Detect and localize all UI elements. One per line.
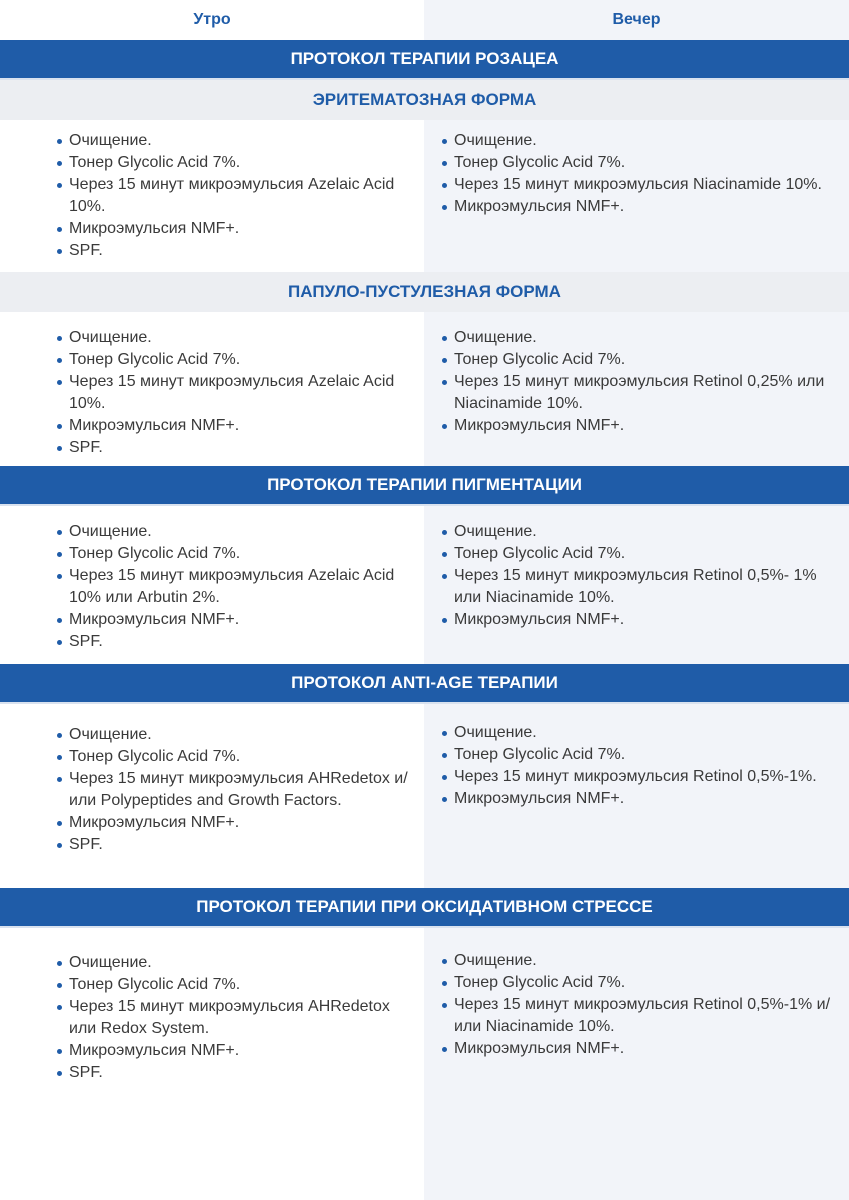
protocol-heading: ПРОТОКОЛ ТЕРАПИИ РОЗАЦЕА	[0, 40, 849, 80]
evening-column-header: Вечер	[612, 11, 661, 28]
step-item: Тонер Glycolic Acid 7%.	[57, 746, 409, 768]
evening-column-background	[424, 0, 849, 1200]
protocol-heading: ПРОТОКОЛ ТЕРАПИИ ПРИ ОКСИДАТИВНОМ СТРЕСС…	[0, 888, 849, 928]
step-item: Микроэмульсия NMF+.	[57, 609, 409, 631]
morning-steps-list: Очищение. Тонер Glycolic Acid 7%. Через 15…	[57, 130, 409, 262]
step-item: Очищение.	[57, 130, 409, 152]
step-item: Тонер Glycolic Acid 7%.	[57, 543, 409, 565]
evening-steps-list: Очищение. Тонер Glycolic Acid 7%. Через 15…	[442, 521, 834, 631]
step-item: Микроэмульсия NMF+.	[57, 415, 409, 437]
morning-steps-list: Очищение. Тонер Glycolic Acid 7%. Через 15…	[57, 724, 409, 856]
step-item: Через 15 минут микроэмульсия Retinol 0,5…	[442, 994, 834, 1038]
morning-steps-list: Очищение. Тонер Glycolic Acid 7%. Через 15…	[57, 327, 409, 459]
step-item: Тонер Glycolic Acid 7%.	[442, 744, 834, 766]
step-item: Тонер Glycolic Acid 7%.	[442, 349, 834, 371]
step-item: SPF.	[57, 631, 409, 653]
step-item: Микроэмульсия NMF+.	[442, 609, 834, 631]
evening-steps-list: Очищение. Тонер Glycolic Acid 7%. Через 15…	[442, 130, 834, 218]
step-item: Очищение.	[442, 950, 834, 972]
protocol-heading: ПРОТОКОЛ ANTI-AGE ТЕРАПИИ	[0, 664, 849, 704]
step-item: Очищение.	[57, 952, 409, 974]
step-item: Микроэмульсия NMF+.	[57, 1040, 409, 1062]
step-item: Очищение.	[57, 327, 409, 349]
step-item: Через 15 минут микроэмульсия Retinol 0,2…	[442, 371, 834, 415]
step-item: Очищение.	[442, 521, 834, 543]
step-item: Через 15 минут микроэмульсия Niacinamide…	[442, 174, 834, 196]
step-item: Тонер Glycolic Acid 7%.	[442, 972, 834, 994]
form-subheading: ЭРИТЕМАТОЗНАЯ ФОРМА	[0, 80, 849, 120]
step-item: Микроэмульсия NMF+.	[442, 196, 834, 218]
step-item: Через 15 минут микроэмульсия Azelaic Aci…	[57, 565, 409, 609]
step-item: Микроэмульсия NMF+.	[442, 1038, 834, 1060]
evening-steps-list: Очищение. Тонер Glycolic Acid 7%. Через 15…	[442, 327, 834, 437]
step-item: Очищение.	[57, 724, 409, 746]
morning-steps-list: Очищение. Тонер Glycolic Acid 7%. Через 15…	[57, 521, 409, 653]
step-item: Через 15 минут микроэмульсия AHRedetox и…	[57, 996, 409, 1040]
step-item: Тонер Glycolic Acid 7%.	[442, 543, 834, 565]
step-item: Тонер Glycolic Acid 7%.	[442, 152, 834, 174]
step-item: Через 15 минут микроэмульсия Retinol 0,5…	[442, 565, 834, 609]
step-item: Очищение.	[442, 327, 834, 349]
step-item: SPF.	[57, 834, 409, 856]
step-item: Микроэмульсия NMF+.	[442, 415, 834, 437]
step-item: Через 15 минут микроэмульсия Retinol 0,5…	[442, 766, 834, 788]
step-item: Очищение.	[57, 521, 409, 543]
morning-column-header: Утро	[193, 11, 231, 28]
step-item: Тонер Glycolic Acid 7%.	[57, 974, 409, 996]
step-item: Через 15 минут микроэмульсия Azelaic Aci…	[57, 371, 409, 415]
step-item: Через 15 минут микроэмульсия AHRedetox и…	[57, 768, 409, 812]
morning-steps-list: Очищение. Тонер Glycolic Acid 7%. Через 15…	[57, 952, 409, 1084]
step-item: Через 15 минут микроэмульсия Azelaic Aci…	[57, 174, 409, 218]
form-subheading: ПАПУЛО-ПУСТУЛЕЗНАЯ ФОРМА	[0, 272, 849, 312]
protocol-heading: ПРОТОКОЛ ТЕРАПИИ ПИГМЕНТАЦИИ	[0, 466, 849, 506]
step-item: Тонер Glycolic Acid 7%.	[57, 349, 409, 371]
step-item: Тонер Glycolic Acid 7%.	[57, 152, 409, 174]
step-item: SPF.	[57, 1062, 409, 1084]
evening-steps-list: Очищение. Тонер Glycolic Acid 7%. Через 15…	[442, 722, 834, 810]
step-item: Микроэмульсия NMF+.	[442, 788, 834, 810]
step-item: Микроэмульсия NMF+.	[57, 218, 409, 240]
evening-steps-list: Очищение. Тонер Glycolic Acid 7%. Через 15…	[442, 950, 834, 1060]
step-item: SPF.	[57, 437, 409, 459]
column-headers: Утро Вечер	[0, 0, 849, 40]
step-item: Микроэмульсия NMF+.	[57, 812, 409, 834]
step-item: SPF.	[57, 240, 409, 262]
step-item: Очищение.	[442, 130, 834, 152]
step-item: Очищение.	[442, 722, 834, 744]
